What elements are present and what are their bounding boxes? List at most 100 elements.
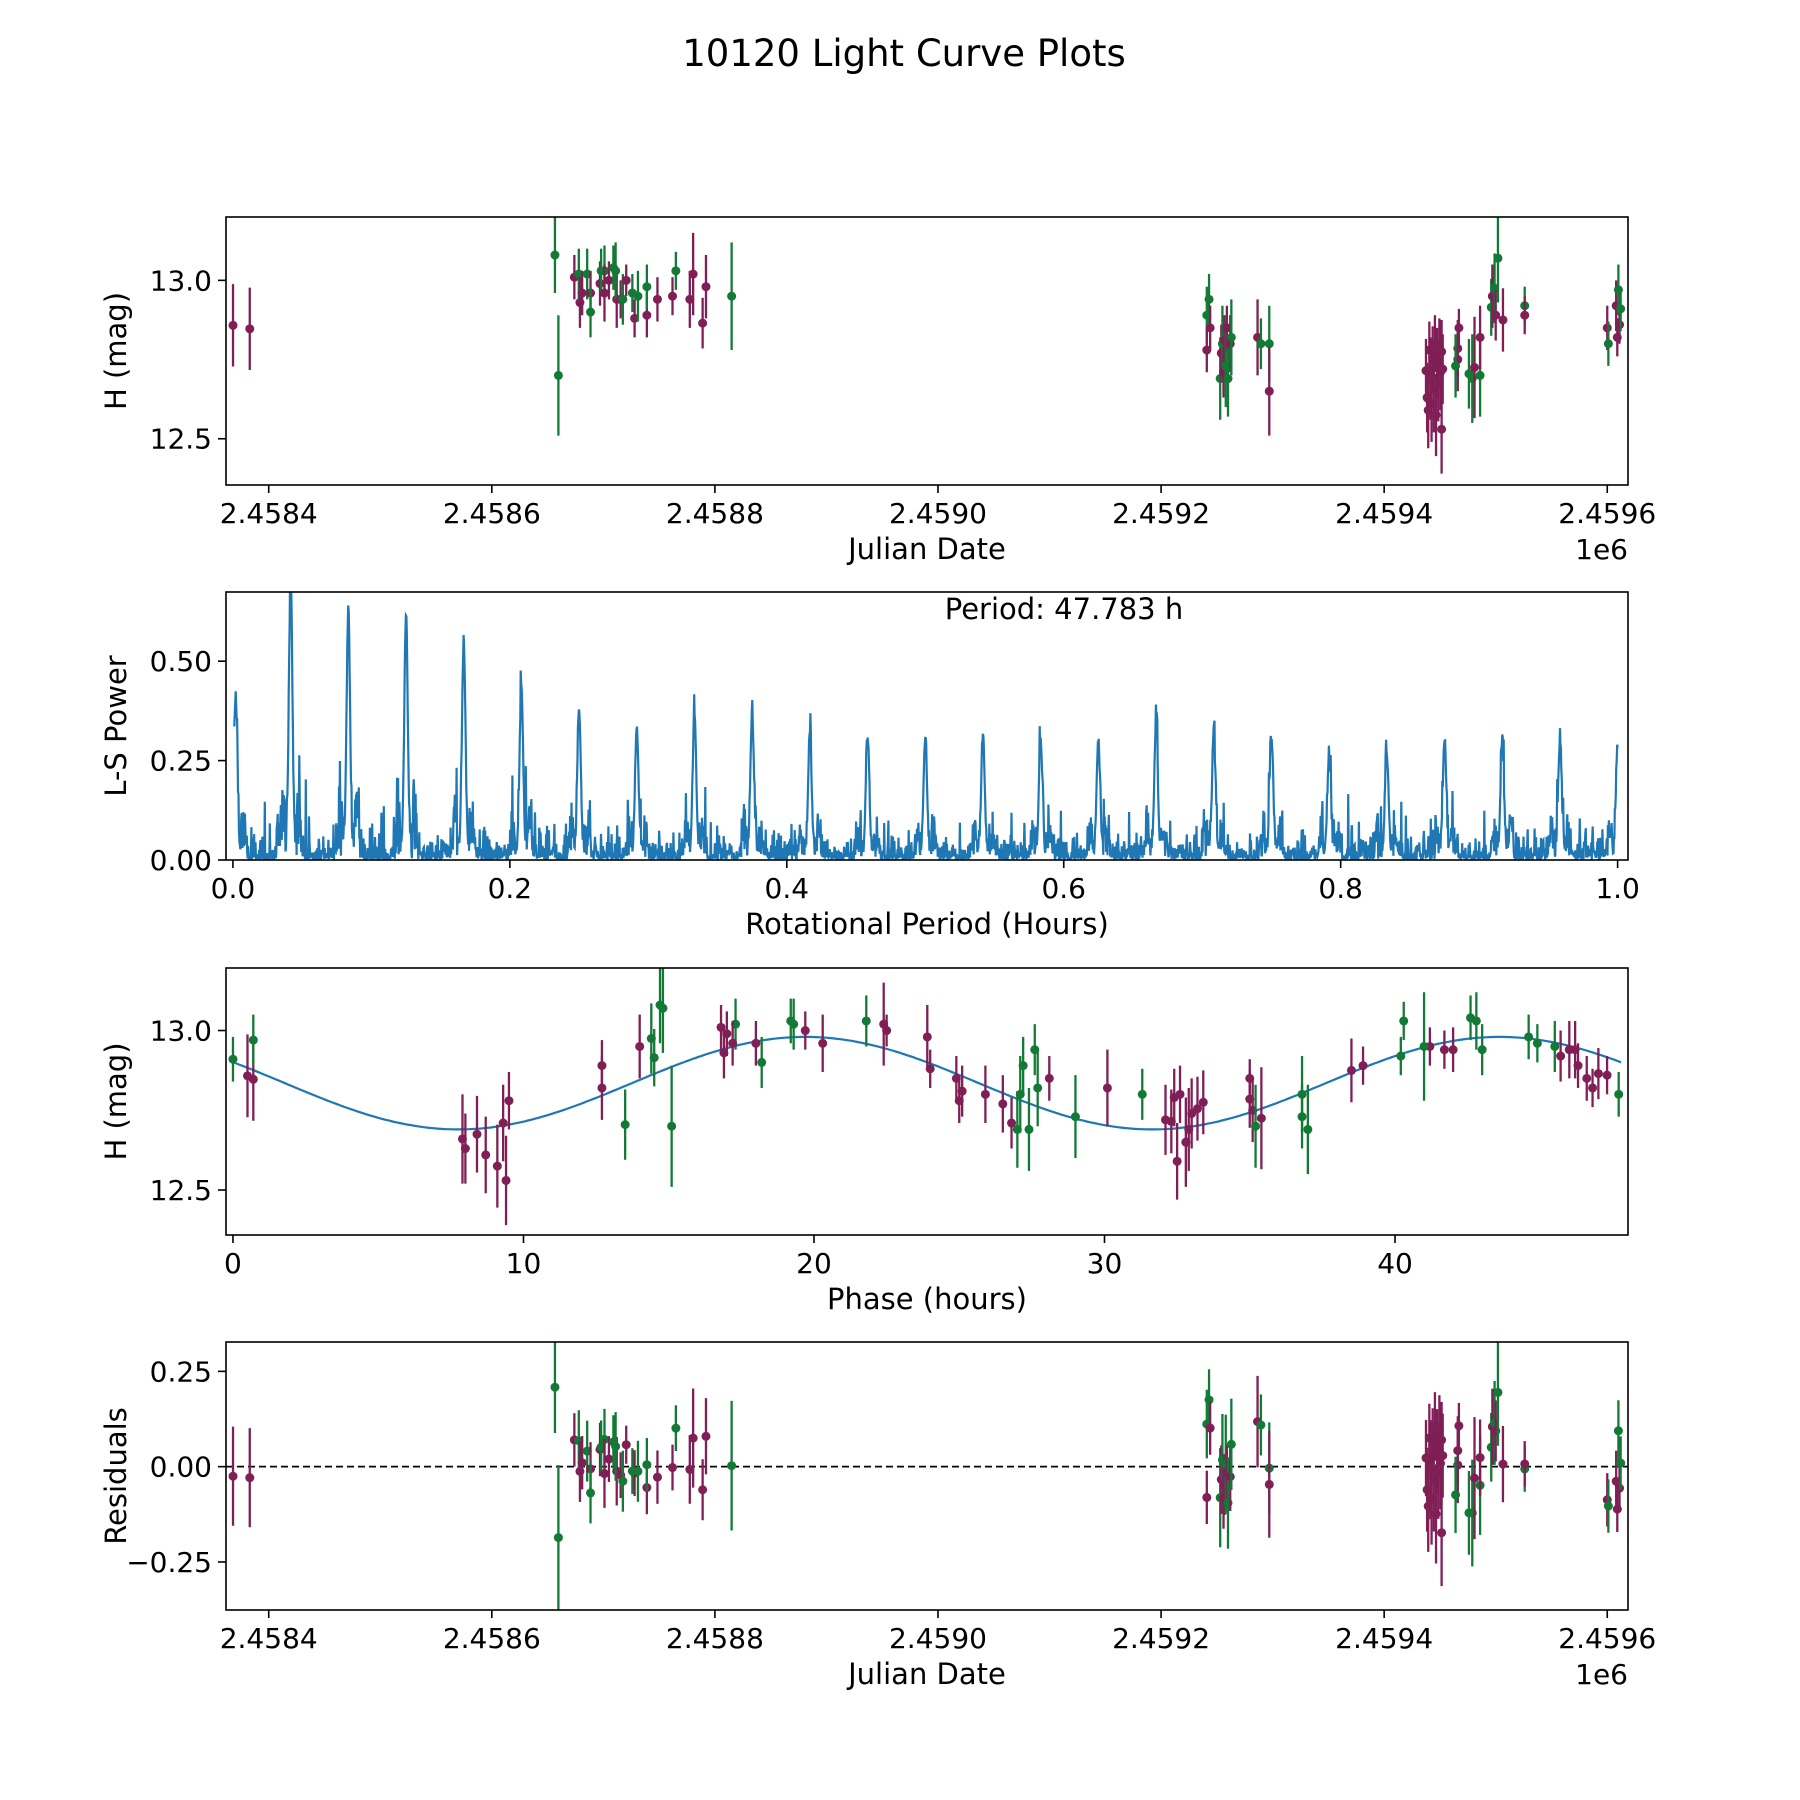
x-tick-label: 2.4590 bbox=[889, 497, 987, 530]
data-point bbox=[1616, 1458, 1626, 1468]
x-tick-label: 0.2 bbox=[488, 872, 533, 905]
data-point bbox=[1439, 1045, 1449, 1055]
data-point bbox=[800, 1026, 810, 1036]
data-point bbox=[1437, 424, 1447, 434]
data-point bbox=[688, 269, 698, 279]
data-point bbox=[786, 1016, 796, 1026]
data-point bbox=[1471, 1016, 1481, 1026]
data-point bbox=[1451, 361, 1461, 371]
x-tick-label: 0.4 bbox=[765, 872, 810, 905]
data-point bbox=[1532, 1038, 1542, 1048]
data-point bbox=[1297, 1112, 1307, 1122]
data-point bbox=[1024, 1124, 1034, 1134]
data-point bbox=[1226, 332, 1236, 342]
data-point bbox=[1137, 1089, 1147, 1099]
data-point bbox=[1245, 1073, 1255, 1083]
data-point bbox=[577, 1458, 587, 1468]
data-point bbox=[620, 1120, 630, 1130]
x-tick-label: 0.6 bbox=[1041, 872, 1086, 905]
data-point bbox=[228, 320, 238, 330]
data-point bbox=[248, 1035, 258, 1045]
data-point bbox=[1161, 1115, 1171, 1125]
data-point bbox=[1012, 1124, 1022, 1134]
data-point bbox=[1614, 1089, 1624, 1099]
data-point bbox=[757, 1057, 767, 1067]
plot-area bbox=[228, 968, 1624, 1226]
data-point bbox=[668, 291, 678, 301]
data-point bbox=[1524, 1032, 1534, 1042]
data-point bbox=[504, 1096, 514, 1106]
data-point bbox=[671, 266, 681, 276]
x-tick-label: 10 bbox=[506, 1247, 542, 1280]
data-point bbox=[652, 1472, 662, 1482]
data-point bbox=[1520, 310, 1530, 320]
data-point bbox=[597, 1061, 607, 1071]
data-point bbox=[1493, 253, 1503, 263]
data-point bbox=[652, 294, 662, 304]
data-point bbox=[658, 1003, 668, 1013]
y-tick-label: −0.25 bbox=[126, 1546, 212, 1579]
data-point bbox=[1256, 339, 1266, 349]
x-tick-label: 1.0 bbox=[1595, 872, 1640, 905]
x-tick-label: 2.4596 bbox=[1558, 497, 1656, 530]
x-tick-label: 40 bbox=[1377, 1247, 1413, 1280]
data-point bbox=[1451, 1490, 1461, 1500]
axes-frame bbox=[225, 967, 1629, 1236]
x-tick-label: 20 bbox=[796, 1247, 832, 1280]
data-point bbox=[498, 1118, 508, 1128]
x-offset-label: 1e6 bbox=[1575, 533, 1628, 566]
data-point bbox=[1475, 370, 1485, 380]
axes-frame bbox=[225, 216, 1629, 486]
data-point bbox=[998, 1099, 1008, 1109]
data-point bbox=[635, 1041, 645, 1051]
y-tick-label: 12.5 bbox=[150, 423, 212, 456]
x-tick-label: 2.4584 bbox=[220, 1622, 318, 1655]
data-point bbox=[1226, 1439, 1236, 1449]
data-point bbox=[1172, 1156, 1182, 1166]
data-point bbox=[245, 324, 255, 334]
data-point bbox=[1556, 1051, 1566, 1061]
data-point bbox=[1251, 1121, 1261, 1131]
data-point bbox=[550, 250, 560, 260]
data-point bbox=[553, 370, 563, 380]
data-point bbox=[727, 291, 737, 301]
x-axis-label: Julian Date bbox=[846, 532, 1006, 566]
data-point bbox=[611, 266, 621, 276]
data-point bbox=[1399, 1016, 1409, 1026]
data-point bbox=[1470, 362, 1480, 372]
data-point bbox=[1396, 1051, 1406, 1061]
data-point bbox=[818, 1038, 828, 1048]
data-point bbox=[1169, 1093, 1179, 1103]
data-point bbox=[1613, 1426, 1623, 1436]
x-tick-label: 2.4592 bbox=[1112, 1622, 1210, 1655]
x-tick-label: 2.4584 bbox=[220, 497, 318, 530]
data-point bbox=[1202, 1492, 1212, 1502]
data-point bbox=[457, 1134, 467, 1144]
data-point bbox=[1264, 1479, 1274, 1489]
y-tick-label: 0.50 bbox=[150, 645, 212, 678]
data-point bbox=[1205, 1423, 1215, 1433]
data-point bbox=[646, 1033, 656, 1043]
data-point bbox=[1475, 332, 1485, 342]
data-point bbox=[586, 307, 596, 317]
data-point bbox=[1498, 1459, 1508, 1469]
y-axis-label: H (mag) bbox=[99, 1042, 133, 1160]
axes-frame bbox=[225, 591, 1629, 861]
data-point bbox=[701, 1431, 711, 1441]
data-point bbox=[248, 1074, 258, 1084]
data-point bbox=[1470, 1473, 1480, 1483]
data-point bbox=[1187, 1108, 1197, 1118]
data-point bbox=[722, 1029, 732, 1039]
data-point bbox=[1303, 1124, 1313, 1134]
data-point bbox=[698, 1485, 708, 1495]
period-annotation: Period: 47.783 h bbox=[945, 592, 1184, 626]
x-tick-label: 0.8 bbox=[1318, 872, 1363, 905]
data-point bbox=[599, 288, 609, 298]
data-point bbox=[1198, 1097, 1208, 1107]
x-tick-label: 2.4590 bbox=[889, 1622, 987, 1655]
x-tick-label: 2.4586 bbox=[443, 497, 541, 530]
y-tick-label: 0.00 bbox=[150, 1451, 212, 1484]
y-tick-label: 0.25 bbox=[150, 1355, 212, 1388]
data-point bbox=[1454, 323, 1464, 333]
data-point bbox=[472, 1129, 482, 1139]
